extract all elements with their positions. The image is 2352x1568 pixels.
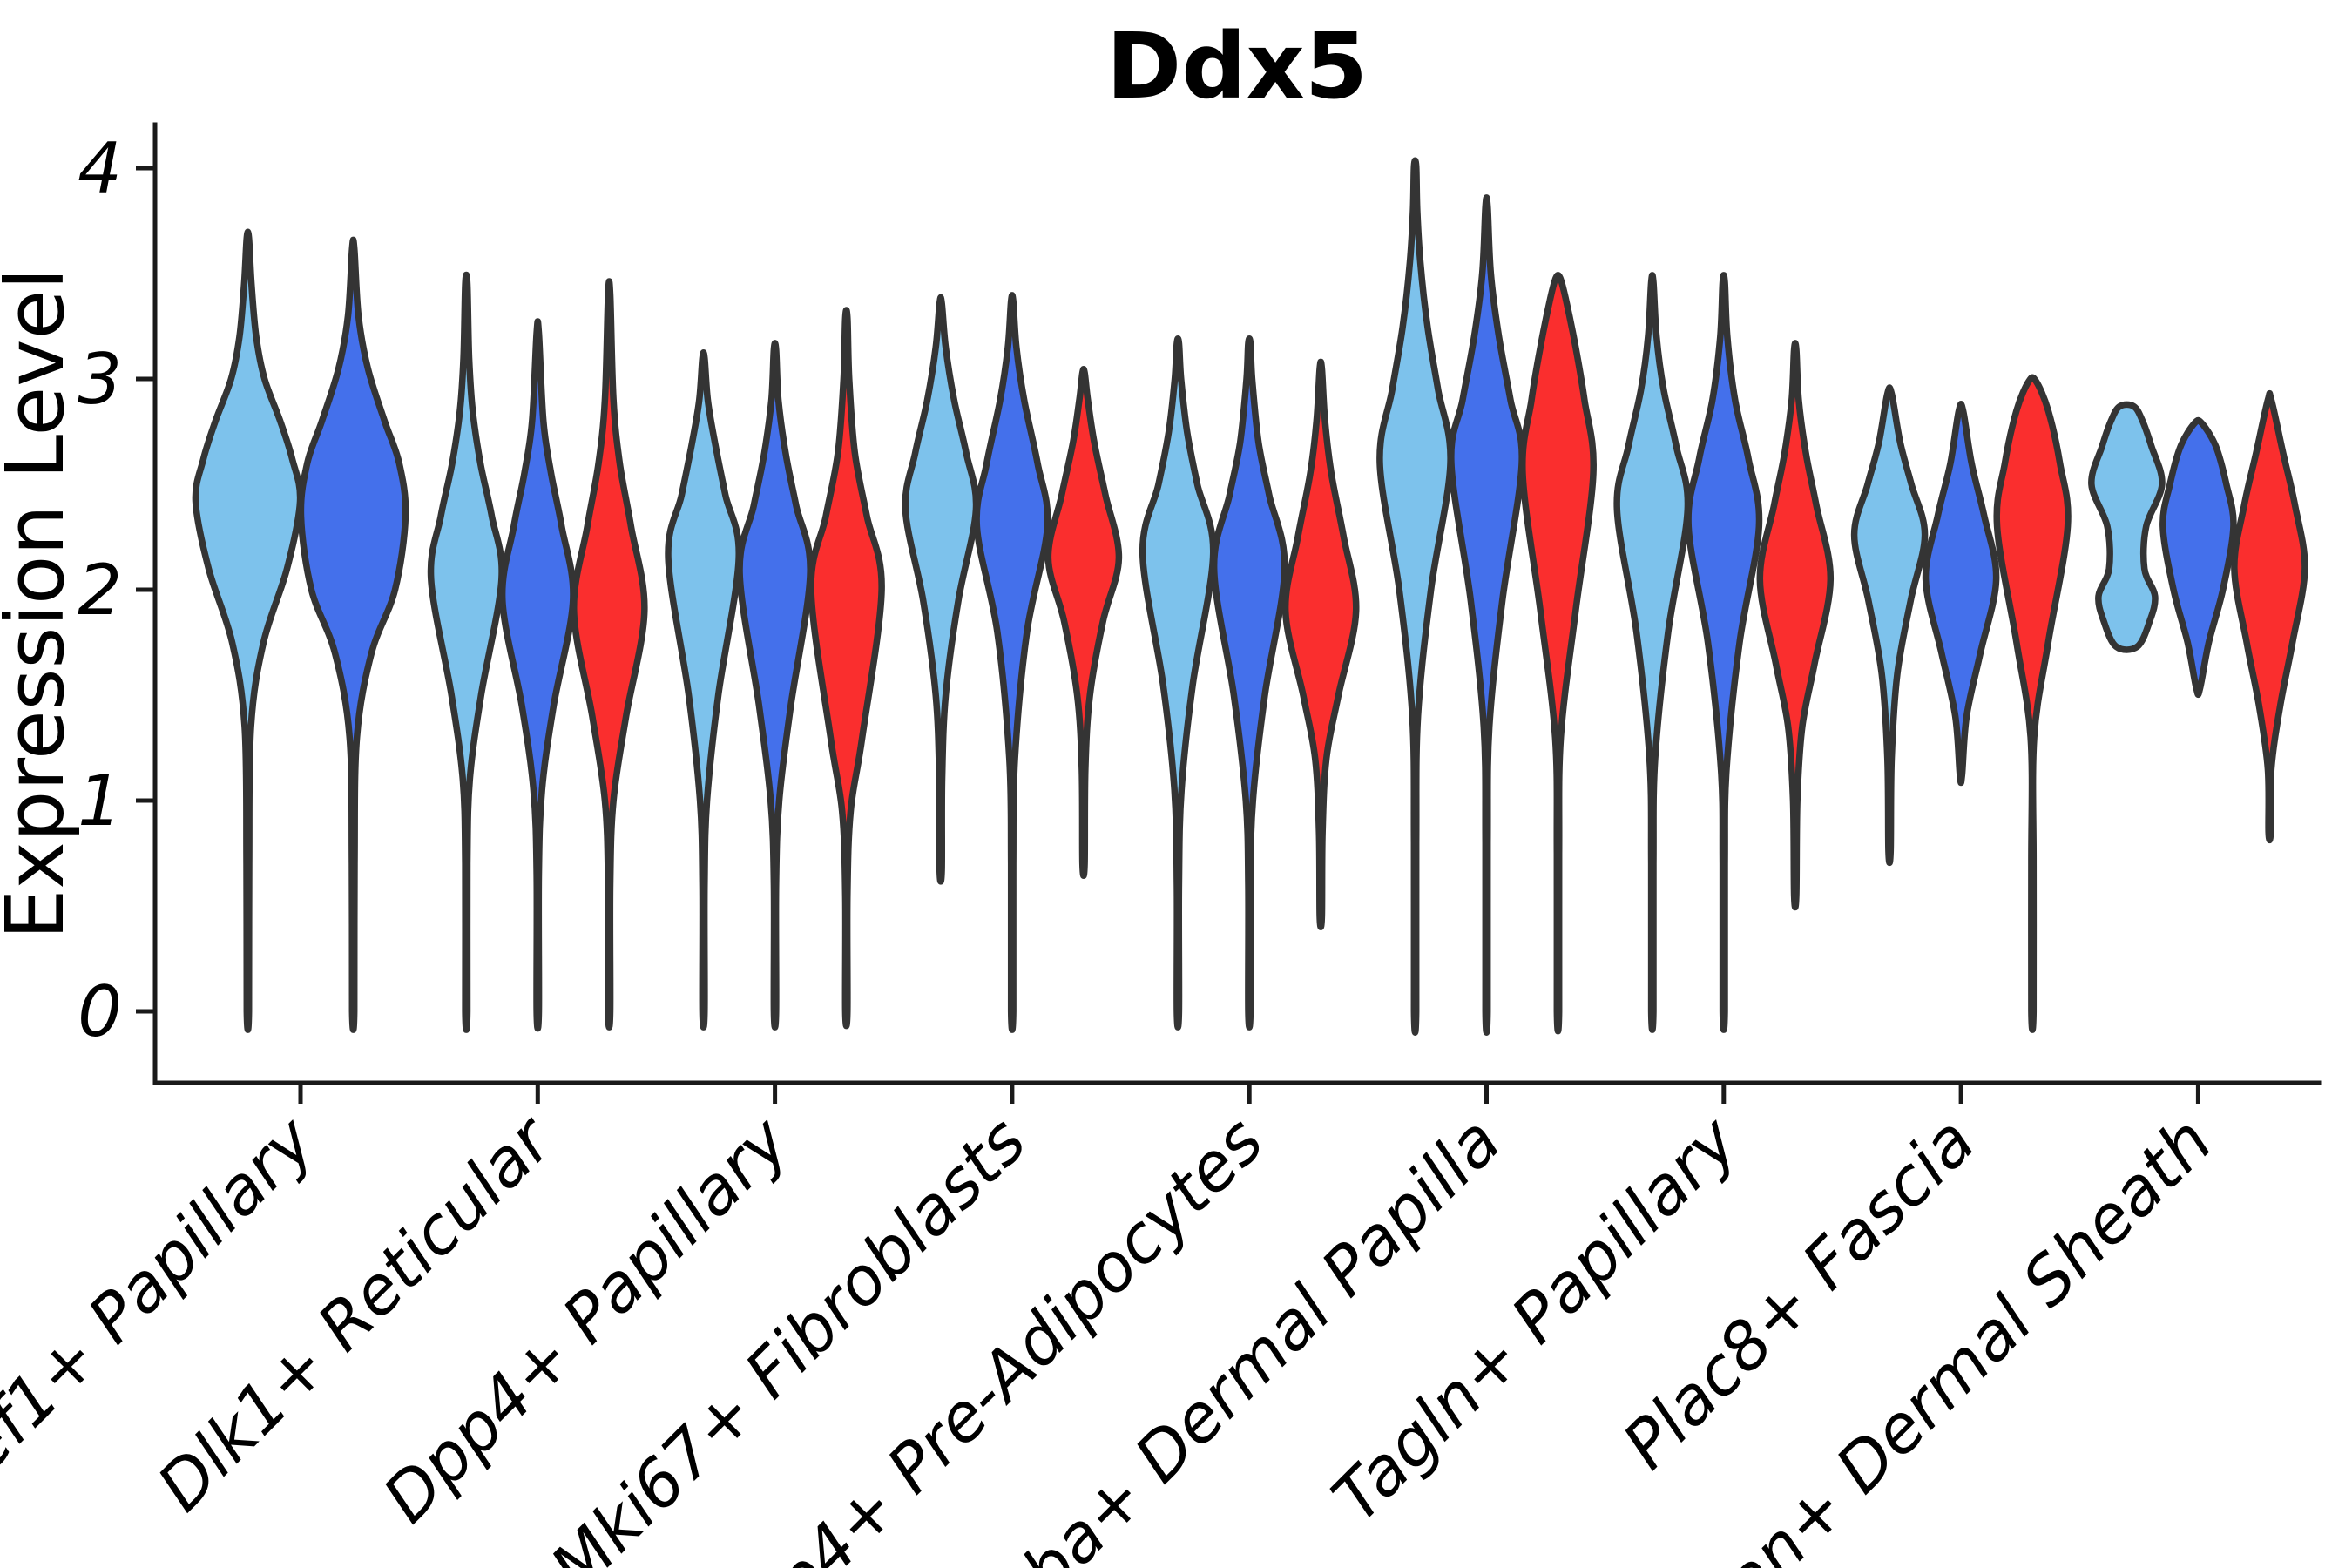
violin-3-light_blue — [902, 294, 980, 885]
violin-1-red — [571, 278, 648, 1031]
violin-3-dark_blue — [973, 292, 1051, 1033]
y-tick-label-2: 2 — [78, 550, 122, 631]
y-tick-label-4: 4 — [78, 128, 122, 209]
x-tick-label-6: Tagln+ Papillary — [1317, 1101, 1753, 1537]
violin-2-red — [808, 307, 885, 1030]
violin-series — [192, 157, 2308, 1036]
violin-6-light_blue — [1613, 272, 1692, 1033]
violin-8-light_blue — [2088, 401, 2166, 653]
violin-4-light_blue — [1139, 335, 1217, 1031]
violin-1-dark_blue — [498, 318, 577, 1032]
violin-8-dark_blue — [2159, 416, 2237, 699]
violin-7-dark_blue — [1922, 400, 2000, 787]
violin-6-red — [1756, 340, 1835, 911]
violin-0-light_blue — [192, 228, 304, 1033]
violin-7-light_blue — [1850, 384, 1929, 867]
violin-7-red — [1993, 374, 2072, 1033]
violin-5-dark_blue — [1448, 194, 1525, 1036]
violin-4-dark_blue — [1210, 335, 1288, 1031]
violin-1-light_blue — [427, 271, 505, 1033]
x-tick-label-2: Dpp4+ Papillary — [368, 1101, 804, 1538]
chart-title: Ddx5 — [1106, 13, 1368, 119]
violin-6-dark_blue — [1685, 272, 1763, 1033]
y-tick-label-3: 3 — [78, 339, 122, 420]
violin-5-light_blue — [1376, 157, 1454, 1036]
y-axis-label: Expression Level — [0, 267, 82, 940]
violin-8-red — [2231, 389, 2308, 844]
violin-0-dark_blue — [297, 236, 409, 1033]
x-tick-label-1: Dlk1+ Reticular — [142, 1098, 569, 1525]
y-tick-label-0: 0 — [78, 971, 122, 1052]
violin-3-red — [1044, 366, 1123, 879]
violin-2-light_blue — [665, 348, 742, 1031]
y-tick-label-1: 1 — [78, 760, 122, 841]
violin-2-dark_blue — [736, 340, 814, 1031]
axis-spines — [152, 122, 2322, 1085]
violin-5-red — [1519, 272, 1597, 1035]
violin-4-red — [1281, 358, 1360, 930]
